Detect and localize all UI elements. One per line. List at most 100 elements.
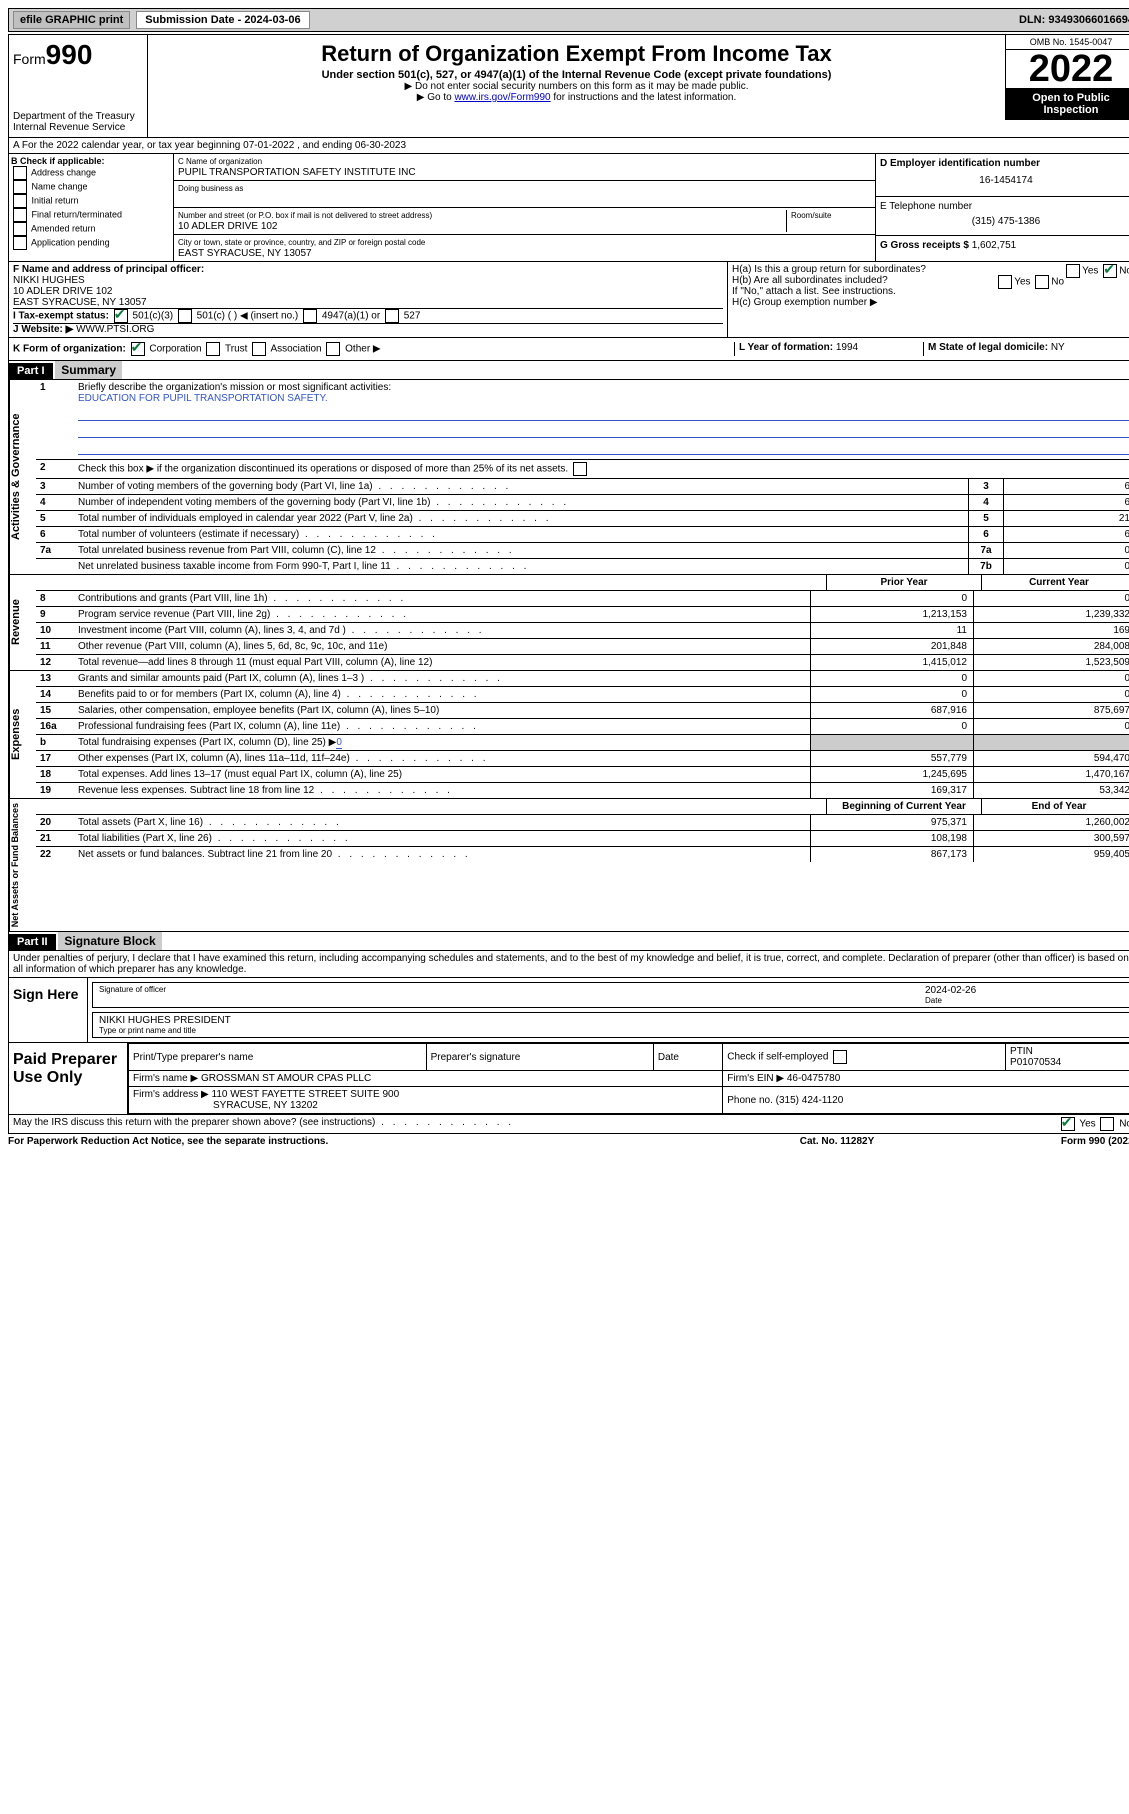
chk-pending[interactable]: Application pending — [11, 236, 171, 250]
dba-label: Doing business as — [178, 184, 243, 193]
sign-here-label: Sign Here — [9, 978, 88, 1042]
form-header: Form990 Department of the Treasury Inter… — [8, 34, 1129, 138]
open-inspection: Open to Public Inspection — [1006, 88, 1129, 120]
line21-text: Total liabilities (Part X, line 26) — [74, 831, 810, 846]
efile-print-button[interactable]: efile GRAPHIC print — [13, 11, 130, 29]
addr-label: Number and street (or P.O. box if mail i… — [178, 211, 432, 220]
k-label: K Form of organization: — [13, 344, 126, 355]
col-prior: Prior Year — [826, 575, 981, 590]
irs-link[interactable]: www.irs.gov/Form990 — [454, 92, 550, 103]
firm-addr1: 110 WEST FAYETTE STREET SUITE 900 — [212, 1089, 400, 1100]
line15-text: Salaries, other compensation, employee b… — [74, 703, 810, 718]
chk-527[interactable] — [385, 309, 399, 323]
j-website-label: J Website: ▶ — [13, 324, 73, 335]
tab-expenses: Expenses — [9, 671, 36, 798]
prep-date-header: Date — [653, 1044, 722, 1071]
c16a: 0 — [973, 719, 1129, 734]
l-label: L Year of formation: — [739, 342, 833, 353]
val-7a: 0 — [1003, 543, 1129, 558]
form-number: 990 — [46, 39, 93, 70]
prep-name-header: Print/Type preparer's name — [129, 1044, 427, 1071]
line18-text: Total expenses. Add lines 13–17 (must eq… — [74, 767, 810, 782]
line7b-text: Net unrelated business taxable income fr… — [74, 559, 968, 574]
footer: For Paperwork Reduction Act Notice, see … — [8, 1134, 1129, 1149]
c18: 1,470,167 — [973, 767, 1129, 782]
p19: 169,317 — [810, 783, 973, 798]
officer-name: NIKKI HUGHES — [13, 275, 723, 286]
d-ein-label: D Employer identification number — [880, 158, 1040, 169]
line13-text: Grants and similar amounts paid (Part IX… — [74, 671, 810, 686]
chk-corp[interactable] — [131, 342, 145, 356]
col-end: End of Year — [981, 799, 1129, 814]
tab-revenue: Revenue — [9, 575, 36, 670]
chk-other[interactable] — [326, 342, 340, 356]
val-3: 6 — [1003, 479, 1129, 494]
chk-501c[interactable] — [178, 309, 192, 323]
city-label: City or town, state or province, country… — [178, 238, 425, 247]
part-i-title: Summary — [55, 361, 122, 379]
chk-address-change[interactable]: Address change — [11, 166, 171, 180]
ha-no[interactable] — [1103, 264, 1117, 278]
c-name-label: C Name of organization — [178, 157, 262, 166]
m-label: M State of legal domicile: — [928, 342, 1048, 353]
chk-self-employed[interactable] — [833, 1050, 847, 1064]
gross-receipts: 1,602,751 — [972, 240, 1017, 251]
sig-date-label: Date — [925, 996, 1125, 1005]
hb-note: If "No," attach a list. See instructions… — [732, 286, 1129, 297]
paid-preparer-block: Paid Preparer Use Only Print/Type prepar… — [8, 1043, 1129, 1115]
block-bcd: B Check if applicable: Address change Na… — [8, 154, 1129, 262]
ha-yes[interactable] — [1066, 264, 1080, 278]
i-label: I Tax-exempt status: — [13, 311, 109, 322]
chk-final[interactable]: Final return/terminated — [11, 208, 171, 222]
mission-text: EDUCATION FOR PUPIL TRANSPORTATION SAFET… — [78, 393, 328, 404]
firm-name-label: Firm's name ▶ — [133, 1073, 198, 1084]
ssn-notice: ▶ Do not enter social security numbers o… — [152, 81, 1001, 92]
form-subtitle: Under section 501(c), 527, or 4947(a)(1)… — [152, 69, 1001, 81]
chk-discontinued[interactable] — [573, 462, 587, 476]
chk-name-change[interactable]: Name change — [11, 180, 171, 194]
row-klm: K Form of organization: Corporation Trus… — [8, 338, 1129, 361]
chk-initial[interactable]: Initial return — [11, 194, 171, 208]
c11: 284,008 — [973, 639, 1129, 654]
hb-no[interactable] — [1035, 275, 1049, 289]
chk-assoc[interactable] — [252, 342, 266, 356]
p16a: 0 — [810, 719, 973, 734]
p21: 108,198 — [810, 831, 973, 846]
hb-yes[interactable] — [998, 275, 1012, 289]
signature-block: Sign Here Signature of officer2024-02-26… — [8, 978, 1129, 1043]
sig-date: 2024-02-26 — [925, 985, 1125, 996]
irs-discuss-no[interactable] — [1100, 1117, 1114, 1131]
c21: 300,597 — [973, 831, 1129, 846]
line7a-text: Total unrelated business revenue from Pa… — [74, 543, 968, 558]
c22: 959,405 — [973, 847, 1129, 862]
line6-text: Total number of volunteers (estimate if … — [74, 527, 968, 542]
f-officer-label: F Name and address of principal officer: — [13, 264, 204, 275]
cat-no: Cat. No. 11282Y — [737, 1136, 937, 1147]
chk-501c3[interactable] — [114, 309, 128, 323]
p18: 1,245,695 — [810, 767, 973, 782]
suite-label: Room/suite — [791, 211, 831, 220]
firm-ein-label: Firm's EIN ▶ — [727, 1073, 784, 1084]
c13: 0 — [973, 671, 1129, 686]
val-16b: 0 — [336, 737, 342, 749]
form-title: Return of Organization Exempt From Incom… — [152, 41, 1001, 67]
c14: 0 — [973, 687, 1129, 702]
prep-sig-header: Preparer's signature — [426, 1044, 653, 1071]
c12: 1,523,509 — [973, 655, 1129, 670]
line4-text: Number of independent voting members of … — [74, 495, 968, 510]
sig-name-label: Type or print name and title — [99, 1026, 1125, 1035]
line22-text: Net assets or fund balances. Subtract li… — [74, 847, 810, 862]
irs-discuss-yes[interactable] — [1061, 1117, 1075, 1131]
chk-4947[interactable] — [303, 309, 317, 323]
block-fh: F Name and address of principal officer:… — [8, 262, 1129, 338]
line20-text: Total assets (Part X, line 16) — [74, 815, 810, 830]
line17-text: Other expenses (Part IX, column (A), lin… — [74, 751, 810, 766]
hc-label: H(c) Group exemption number ▶ — [732, 297, 1129, 308]
p9: 1,213,153 — [810, 607, 973, 622]
line3-text: Number of voting members of the governin… — [74, 479, 968, 494]
ha-label: H(a) Is this a group return for subordin… — [732, 264, 926, 275]
firm-ein: 46-0475780 — [787, 1073, 840, 1084]
city-state-zip: EAST SYRACUSE, NY 13057 — [178, 248, 312, 259]
chk-amended[interactable]: Amended return — [11, 222, 171, 236]
chk-trust[interactable] — [206, 342, 220, 356]
